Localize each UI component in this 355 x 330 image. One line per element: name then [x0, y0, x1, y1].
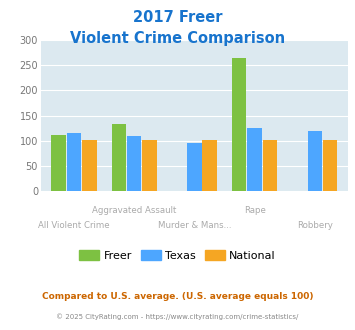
- Text: All Violent Crime: All Violent Crime: [38, 221, 110, 230]
- Text: Robbery: Robbery: [297, 221, 333, 230]
- Bar: [67, 133, 81, 191]
- Bar: [111, 124, 126, 191]
- Bar: [307, 131, 322, 191]
- Bar: [82, 140, 97, 191]
- Bar: [232, 58, 246, 191]
- Text: Murder & Mans...: Murder & Mans...: [158, 221, 231, 230]
- Bar: [51, 135, 66, 191]
- Text: Compared to U.S. average. (U.S. average equals 100): Compared to U.S. average. (U.S. average …: [42, 292, 313, 301]
- Bar: [263, 140, 277, 191]
- Text: 2017 Freer: 2017 Freer: [133, 10, 222, 25]
- Bar: [127, 136, 141, 191]
- Text: © 2025 CityRating.com - https://www.cityrating.com/crime-statistics/: © 2025 CityRating.com - https://www.city…: [56, 313, 299, 319]
- Text: Rape: Rape: [244, 206, 266, 215]
- Legend: Freer, Texas, National: Freer, Texas, National: [75, 246, 280, 266]
- Text: Violent Crime Comparison: Violent Crime Comparison: [70, 31, 285, 46]
- Bar: [202, 140, 217, 191]
- Bar: [247, 128, 262, 191]
- Text: Aggravated Assault: Aggravated Assault: [92, 206, 176, 215]
- Bar: [323, 140, 337, 191]
- Bar: [187, 143, 202, 191]
- Bar: [142, 140, 157, 191]
